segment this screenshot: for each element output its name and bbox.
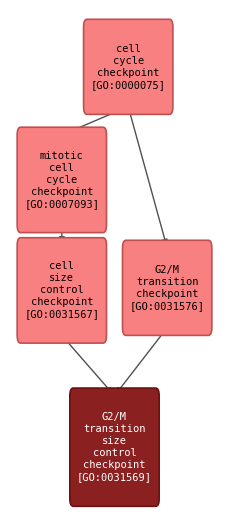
- FancyBboxPatch shape: [17, 237, 106, 343]
- Text: cell
size
control
checkpoint
[GO:0031567]: cell size control checkpoint [GO:0031567…: [24, 262, 99, 319]
- Text: mitotic
cell
cycle
checkpoint
[GO:0007093]: mitotic cell cycle checkpoint [GO:000709…: [24, 151, 99, 209]
- Text: cell
cycle
checkpoint
[GO:0000075]: cell cycle checkpoint [GO:0000075]: [91, 44, 166, 90]
- FancyBboxPatch shape: [70, 388, 159, 506]
- FancyBboxPatch shape: [123, 241, 212, 336]
- Text: G2/M
transition
size
control
checkpoint
[GO:0031569]: G2/M transition size control checkpoint …: [77, 412, 152, 482]
- FancyBboxPatch shape: [84, 20, 173, 115]
- FancyBboxPatch shape: [17, 127, 106, 232]
- Text: G2/M
transition
checkpoint
[GO:0031576]: G2/M transition checkpoint [GO:0031576]: [130, 265, 205, 311]
